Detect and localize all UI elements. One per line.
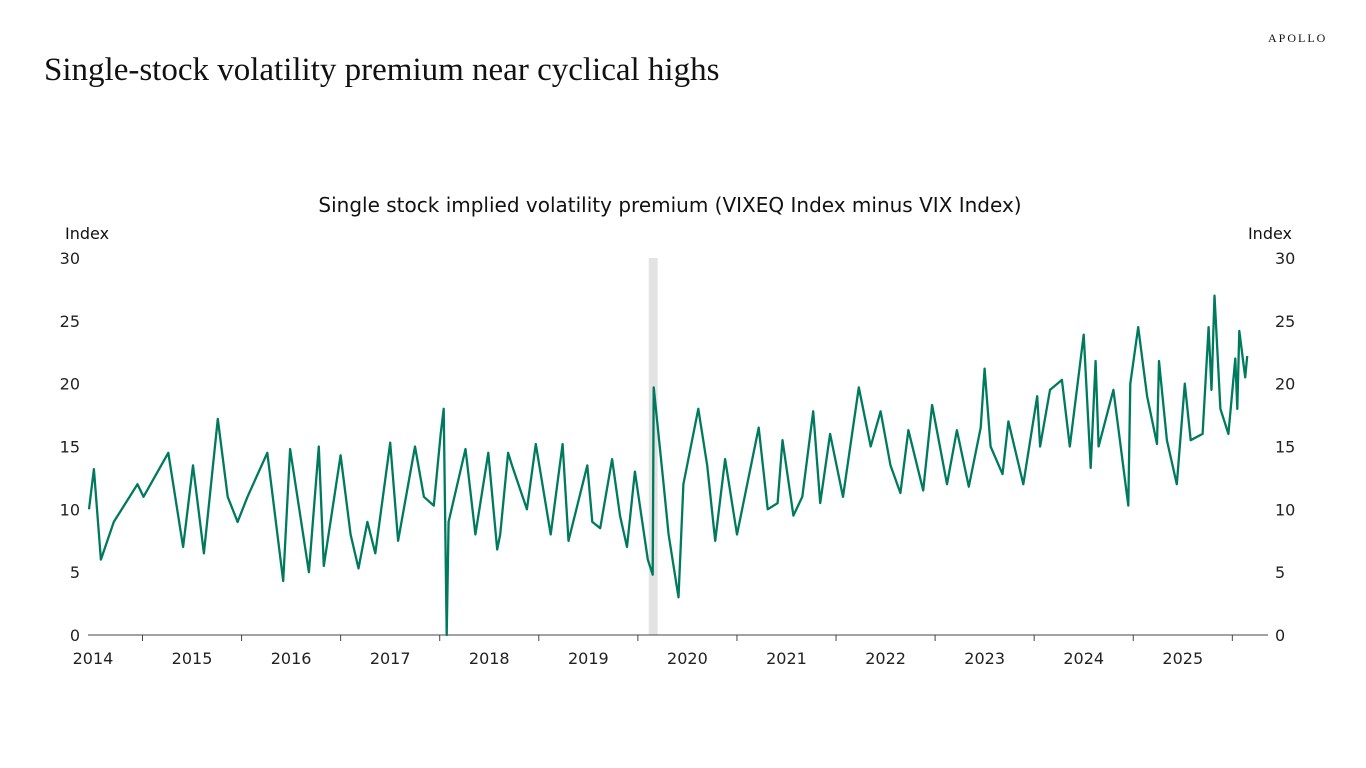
apollo-logo: APOLLO [1268, 31, 1328, 45]
page-title: Single-stock volatility premium near cyc… [44, 52, 720, 88]
y-tick-label-left: 25 [60, 312, 80, 331]
y-tick-label-right: 10 [1275, 500, 1295, 519]
y-tick-label-right: 15 [1275, 438, 1295, 457]
y-tick-label-right: 30 [1275, 249, 1295, 268]
y-tick-label-right: 0 [1275, 626, 1285, 645]
y-tick-label-left: 0 [70, 626, 80, 645]
y-tick-label-left: 20 [60, 375, 80, 394]
chart-title: Single stock implied volatility premium … [318, 193, 1021, 217]
y-tick-label-left: 5 [70, 563, 80, 582]
x-tick-label: 2016 [271, 649, 312, 668]
x-tick-label: 2024 [1063, 649, 1104, 668]
x-tick-label: 2017 [370, 649, 411, 668]
series-line [87, 294, 1249, 637]
x-tick-label: 2025 [1162, 649, 1203, 668]
x-tick-label: 2020 [667, 649, 708, 668]
x-tick-label: 2015 [172, 649, 213, 668]
y-axis-label-right: Index [1248, 224, 1292, 243]
y-tick-label-left: 15 [60, 438, 80, 457]
y-tick-label-right: 5 [1275, 563, 1285, 582]
x-tick-label: 2023 [964, 649, 1005, 668]
x-tick-label: 2019 [568, 649, 609, 668]
y-tick-label-right: 20 [1275, 375, 1295, 394]
y-tick-label-left: 30 [60, 249, 80, 268]
y-tick-label-right: 25 [1275, 312, 1295, 331]
x-tick-label: 2022 [865, 649, 906, 668]
x-tick-label: 2018 [469, 649, 510, 668]
y-tick-label-left: 10 [60, 500, 80, 519]
y-axis-label-left: Index [65, 224, 109, 243]
x-tick-label: 2014 [73, 649, 114, 668]
x-tick-label: 2021 [766, 649, 807, 668]
